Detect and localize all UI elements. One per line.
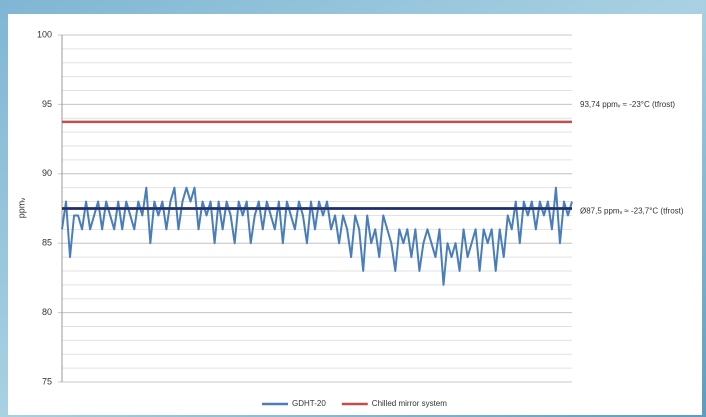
y-tick-label: 100: [37, 29, 52, 39]
y-tick-label: 85: [42, 238, 52, 248]
y-axis-label: ppmᵥ: [16, 198, 26, 219]
y-tick-label: 75: [42, 376, 52, 386]
y-tick-label: 80: [42, 307, 52, 317]
y-tick-label: 90: [42, 168, 52, 178]
legend-label: GDHT-20: [292, 399, 326, 408]
y-tick-label: 95: [42, 99, 52, 109]
reference-label: Ø87,5 ppmᵥ ≈ -23,7°C (tfrost): [580, 207, 684, 216]
chart: ppmᵥ 75 80 85 90 95 100 93,74 ppmᵥ ≈ -23°C (tf…: [0, 0, 706, 417]
reference-label: 93,74 ppmᵥ ≈ -23°C (tfrost): [580, 100, 675, 109]
legend-label: Chilled mirror system: [372, 399, 447, 408]
